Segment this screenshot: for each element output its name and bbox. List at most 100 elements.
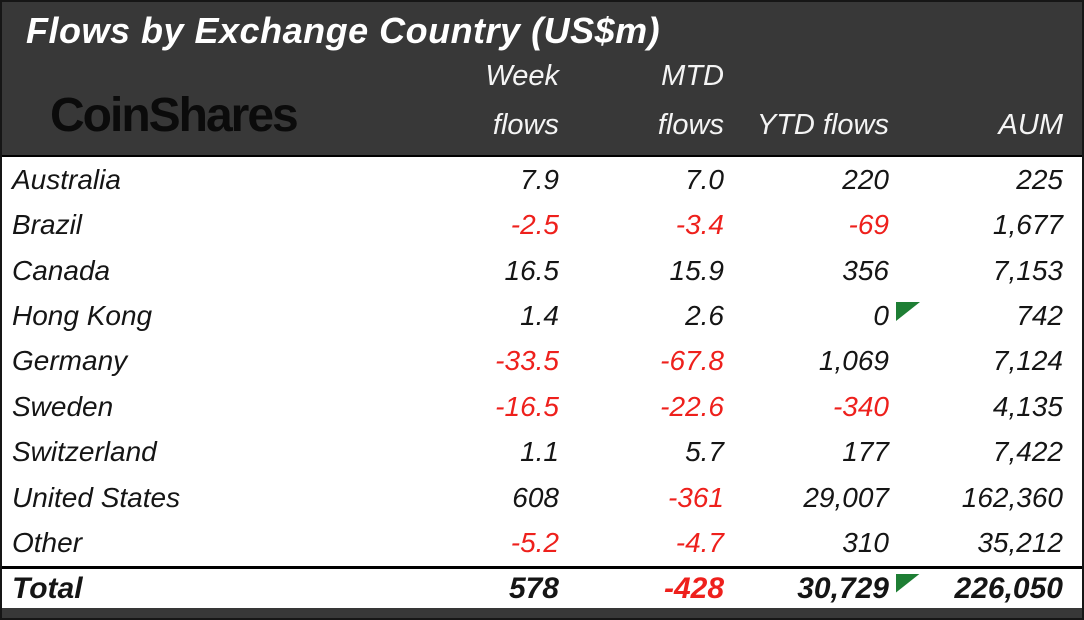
week-header-line2: flows <box>492 109 559 141</box>
week-flows-cell: -2.5 <box>370 209 574 241</box>
ytd-flows-cell-value: 220 <box>842 163 889 195</box>
week-flows-cell-value: 16.5 <box>504 254 560 286</box>
table-header: Flows by Exchange Country (US$m) CoinSha… <box>2 2 1082 157</box>
column-header-aum: AUM <box>904 101 1082 154</box>
aum-cell: 7,422 <box>904 436 1082 468</box>
week-header-line1: Week <box>485 60 559 92</box>
mtd-flows-cell: -67.8 <box>574 345 739 377</box>
aum-header-label: AUM <box>998 109 1063 141</box>
mtd-flows-cell: 15.9 <box>574 255 739 287</box>
mtd-flows-cell-value: 15.9 <box>669 254 725 286</box>
ytd-flows-cell: 310 <box>739 527 904 559</box>
mtd-flows-cell: -22.6 <box>574 391 739 423</box>
mtd-header-line2: flows <box>657 109 724 141</box>
page-title: Flows by Exchange Country (US$m) <box>26 10 661 51</box>
aum-cell-value: 4,135 <box>992 390 1063 422</box>
mtd-flows-cell-value: 2.6 <box>685 300 724 332</box>
ytd-flows-cell: 356 <box>739 255 904 287</box>
aum-cell-value: 742 <box>1016 300 1063 332</box>
table-row: Hong Kong 1.4 2.6 0 742 <box>2 293 1082 338</box>
mtd-flows-cell: -361 <box>574 482 739 514</box>
total-aum-cell: 226,050 <box>904 572 1082 606</box>
week-flows-cell-value: -33.5 <box>495 345 559 377</box>
week-flows-cell-value: 1.1 <box>520 436 559 468</box>
ytd-flows-cell-value: 29,007 <box>803 481 889 513</box>
aum-cell: 7,153 <box>904 255 1082 287</box>
country-cell: Brazil <box>2 209 370 241</box>
column-header-ytd-flows: YTD flows <box>739 101 904 154</box>
country-cell: United States <box>2 482 370 514</box>
week-flows-cell-value: 7.9 <box>520 163 559 195</box>
aum-cell-value: 7,153 <box>992 254 1063 286</box>
column-header-row: CoinShares Week flows MTD flows YTD flow… <box>2 52 1082 152</box>
table-row: United States 608 -361 29,007 162,360 <box>2 475 1082 520</box>
total-row: Total 578 -428 30,729 226,050 <box>2 566 1082 608</box>
ytd-flows-cell: -340 <box>739 391 904 423</box>
country-cell: Sweden <box>2 391 370 423</box>
total-mtd-flows-cell: -428 <box>574 572 739 606</box>
mtd-flows-cell-value: -4.7 <box>675 527 724 559</box>
table-row: Brazil -2.5 -3.4 -69 1,677 <box>2 202 1082 247</box>
mtd-flows-cell-value: -22.6 <box>660 390 724 422</box>
ytd-flows-cell-value: 1,069 <box>818 345 889 377</box>
ytd-header-label: YTD flows <box>756 109 889 141</box>
aum-cell: 225 <box>904 164 1082 196</box>
total-ytd-value: 30,729 <box>797 571 889 605</box>
total-ytd-flows-cell: 30,729 <box>739 571 920 606</box>
country-cell-value: Other <box>12 527 83 559</box>
country-cell: Other <box>2 527 370 559</box>
ytd-flows-cell-value: -340 <box>832 390 889 422</box>
country-cell: Hong Kong <box>2 300 370 332</box>
total-label: Total <box>12 571 83 605</box>
aum-cell-value: 225 <box>1016 163 1063 195</box>
ytd-flows-cell: 29,007 <box>739 482 904 514</box>
table-row: Switzerland 1.1 5.7 177 7,422 <box>2 430 1082 475</box>
total-label-cell: Total <box>2 572 370 606</box>
ytd-flows-cell-value: 0 <box>873 300 889 332</box>
week-flows-cell-value: -2.5 <box>510 209 559 241</box>
week-flows-cell: -33.5 <box>370 345 574 377</box>
aum-cell-value: 1,677 <box>992 209 1063 241</box>
column-header-week-flows: Week flows <box>370 52 574 154</box>
country-cell-value: Brazil <box>12 209 83 241</box>
mtd-flows-cell: -3.4 <box>574 209 739 241</box>
ytd-flows-cell: 1,069 <box>739 345 904 377</box>
bottom-strip <box>2 608 1082 618</box>
aum-cell: 162,360 <box>904 482 1082 514</box>
mtd-flows-cell-value: -3.4 <box>675 209 724 241</box>
total-week-value: 578 <box>508 571 559 605</box>
country-cell-value: Canada <box>12 254 111 286</box>
country-cell: Switzerland <box>2 436 370 468</box>
ytd-flows-cell-value: -69 <box>848 209 889 241</box>
mtd-flows-cell-value: 7.0 <box>685 163 724 195</box>
country-cell-value: Sweden <box>12 390 114 422</box>
mtd-flows-cell-value: -67.8 <box>660 345 724 377</box>
total-week-flows-cell: 578 <box>370 572 574 606</box>
column-header-mtd-flows: MTD flows <box>574 52 739 154</box>
logo-cell: CoinShares <box>2 92 370 154</box>
mtd-flows-cell: 5.7 <box>574 436 739 468</box>
table-row: Canada 16.5 15.9 356 7,153 <box>2 248 1082 293</box>
country-cell-value: Australia <box>12 163 121 195</box>
week-flows-cell: 608 <box>370 482 574 514</box>
country-cell: Australia <box>2 164 370 196</box>
mtd-flows-cell: 2.6 <box>574 300 739 332</box>
table-row: Sweden -16.5 -22.6 -340 4,135 <box>2 384 1082 429</box>
table-row: Germany -33.5 -67.8 1,069 7,124 <box>2 339 1082 384</box>
week-flows-cell: 16.5 <box>370 255 574 287</box>
aum-cell-value: 162,360 <box>961 481 1063 513</box>
week-flows-cell: -5.2 <box>370 527 574 559</box>
total-aum-value: 226,050 <box>954 571 1063 605</box>
aum-cell: 1,677 <box>904 209 1082 241</box>
aum-cell: 742 <box>904 300 1082 332</box>
mtd-flows-cell-value: -361 <box>667 481 724 513</box>
country-cell: Canada <box>2 255 370 287</box>
ytd-flows-cell: 177 <box>739 436 904 468</box>
country-cell-value: Hong Kong <box>12 300 153 332</box>
week-flows-cell: 1.4 <box>370 300 574 332</box>
aum-cell-value: 7,124 <box>992 345 1063 377</box>
coinshares-logo: CoinShares <box>50 89 299 142</box>
week-flows-cell: -16.5 <box>370 391 574 423</box>
week-flows-cell: 7.9 <box>370 164 574 196</box>
